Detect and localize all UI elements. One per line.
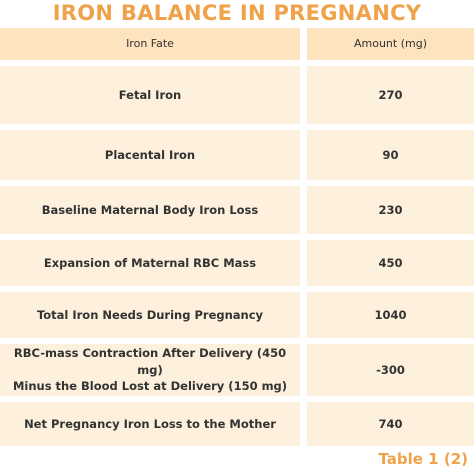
table: Iron Fate Amount (mg) Fetal Iron 270 Placent… <box>0 28 474 446</box>
caption: Table 1 (2) <box>378 450 468 468</box>
iron-fate: Total Iron Needs During Pregnancy <box>0 292 300 338</box>
amount: 740 <box>307 402 474 446</box>
iron-fate: Net Pregnancy Iron Loss to the Mother <box>0 402 300 446</box>
amount: 270 <box>307 66 474 124</box>
title: IRON BALANCE IN PREGNANCY <box>52 1 422 25</box>
iron-fate: Baseline Maternal Body Iron Loss <box>0 186 300 234</box>
iron-fate: Expansion of Maternal RBC Mass <box>0 240 300 286</box>
amount: 230 <box>307 186 474 234</box>
header-cell: Amount (mg) <box>307 28 474 60</box>
amount: -300 <box>307 344 474 396</box>
iron-fate: Placental Iron <box>0 130 300 180</box>
iron-fate: RBC-mass Contraction After Delivery (450… <box>0 344 300 396</box>
iron-fate: Fetal Iron <box>0 66 300 124</box>
amount: 1040 <box>307 292 474 338</box>
amount: 450 <box>307 240 474 286</box>
amount: 90 <box>307 130 474 180</box>
header-cell: Iron Fate <box>0 28 300 60</box>
